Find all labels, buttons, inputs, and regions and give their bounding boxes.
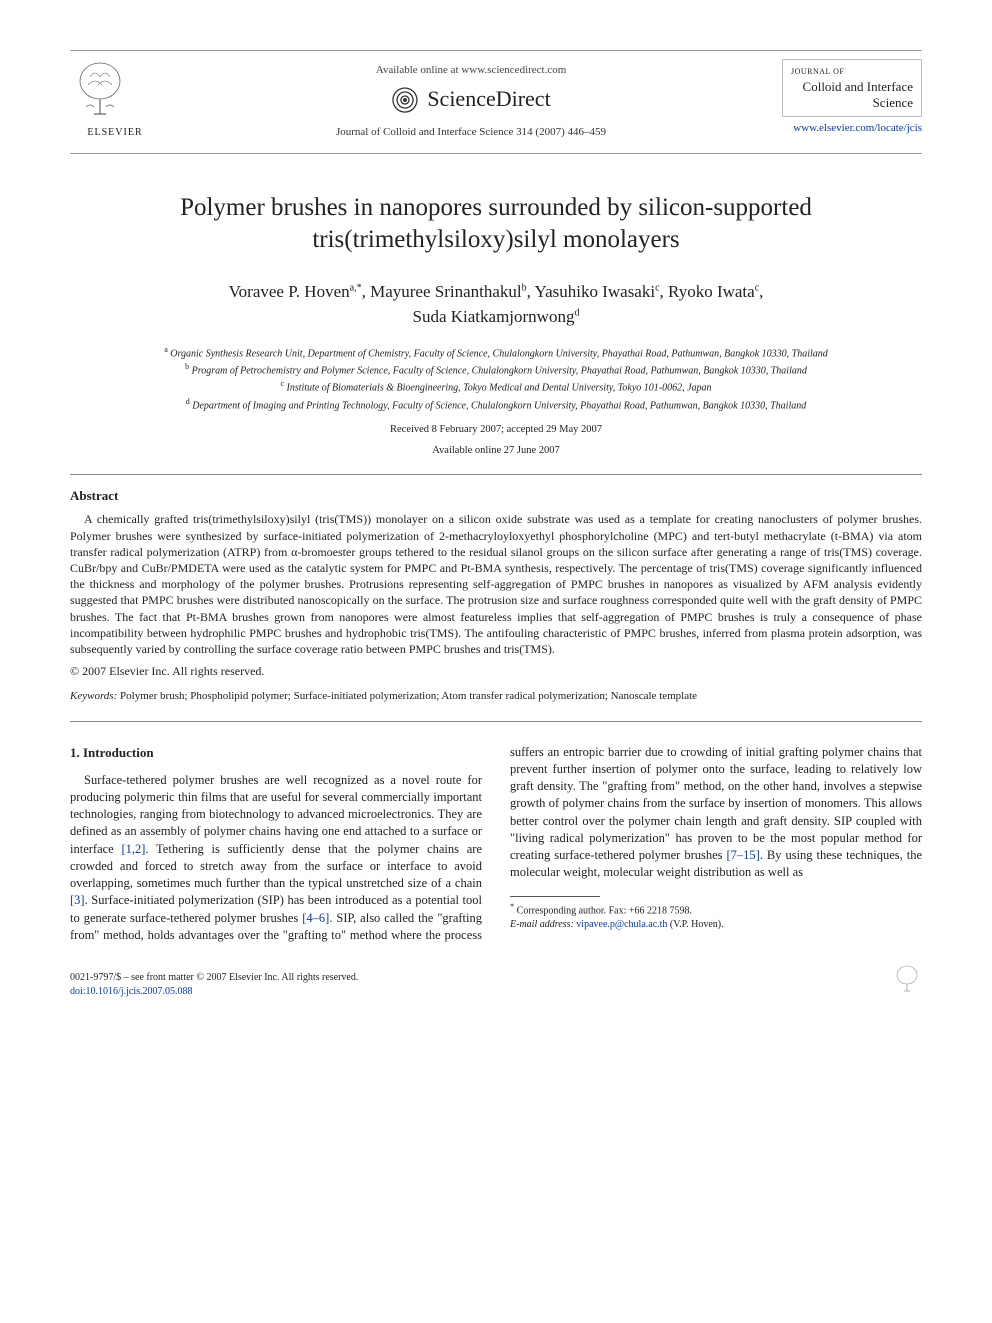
page-footer: 0021-9797/$ – see front matter © 2007 El… [70, 964, 922, 999]
author-email-link[interactable]: vipavee.p@chula.ac.th [576, 919, 667, 930]
footer-left: 0021-9797/$ – see front matter © 2007 El… [70, 971, 358, 999]
journal-box-title: Colloid and Interface Science [791, 79, 913, 110]
author-sup: c [655, 282, 659, 293]
author-list: Voravee P. Hovena,*, Mayuree Srinanthaku… [70, 279, 922, 330]
keywords-text: Polymer brush; Phospholipid polymer; Sur… [117, 690, 697, 702]
journal-reference: Journal of Colloid and Interface Science… [160, 125, 782, 140]
elsevier-label: ELSEVIER [70, 126, 160, 140]
corresponding-author-footnote: * Corresponding author. Fax: +66 2218 75… [510, 901, 922, 932]
header-center: Available online at www.sciencedirect.co… [160, 59, 782, 141]
author-sup: b [522, 282, 527, 293]
affiliation: Institute of Biomaterials & Bioengineeri… [287, 383, 712, 394]
author: Voravee P. Hoven [229, 282, 350, 301]
article-title: Polymer brushes in nanopores surrounded … [70, 192, 922, 257]
section-heading: 1. Introduction [70, 744, 482, 762]
author: Yasuhiko Iwasaki [535, 282, 656, 301]
journal-header: ELSEVIER Available online at www.science… [70, 50, 922, 154]
affiliations: a Organic Synthesis Research Unit, Depar… [70, 344, 922, 413]
available-online-text: Available online at www.sciencedirect.co… [160, 63, 782, 78]
footnote-separator [510, 896, 600, 897]
abstract-body: A chemically grafted tris(trimethylsilox… [70, 511, 922, 657]
citation-link[interactable]: [7–15] [726, 848, 759, 862]
keywords-line: Keywords: Polymer brush; Phospholipid po… [70, 689, 922, 704]
author-sup: c [755, 282, 759, 293]
elsevier-tree-icon [892, 964, 922, 994]
citation-link[interactable]: [1,2] [121, 842, 145, 856]
affiliation: Program of Petrochemistry and Polymer Sc… [192, 365, 807, 376]
abstract-heading: Abstract [70, 487, 922, 505]
author-sup: d [574, 307, 579, 318]
divider [70, 721, 922, 722]
author: Suda Kiatkamjornwong [413, 307, 575, 326]
email-label: E-mail address: [510, 919, 574, 930]
sciencedirect-logo: ScienceDirect [391, 84, 550, 115]
author: Ryoko Iwata [668, 282, 755, 301]
sciencedirect-text: ScienceDirect [427, 84, 550, 115]
citation-link[interactable]: [4–6] [302, 911, 329, 925]
abstract-section: Abstract A chemically grafted tris(trime… [70, 487, 922, 679]
footnote-text: Corresponding author. Fax: +66 2218 7598… [517, 905, 692, 916]
affiliation: Organic Synthesis Research Unit, Departm… [170, 348, 828, 359]
journal-box-small: JOURNAL OF [791, 66, 913, 77]
journal-cover-box-wrap: JOURNAL OF Colloid and Interface Science… [782, 59, 922, 137]
author-sup: a,* [350, 282, 362, 293]
affiliation: Department of Imaging and Printing Techn… [192, 400, 806, 411]
journal-cover-box: JOURNAL OF Colloid and Interface Science [782, 59, 922, 117]
citation-link[interactable]: [3] [70, 893, 85, 907]
elsevier-logo: ELSEVIER [70, 59, 160, 140]
journal-homepage-link[interactable]: www.elsevier.com/locate/jcis [793, 122, 922, 134]
article-body: 1. Introduction Surface-tethered polymer… [70, 744, 922, 944]
sciencedirect-swirl-icon [391, 86, 419, 114]
received-date: Received 8 February 2007; accepted 29 Ma… [70, 423, 922, 438]
author: Mayuree Srinanthakul [370, 282, 522, 301]
divider [70, 474, 922, 475]
abstract-copyright: © 2007 Elsevier Inc. All rights reserved… [70, 663, 922, 679]
doi-link[interactable]: doi:10.1016/j.jcis.2007.05.088 [70, 986, 193, 997]
front-matter-line: 0021-9797/$ – see front matter © 2007 El… [70, 971, 358, 985]
elsevier-tree-icon [70, 59, 130, 119]
elsevier-mini-logo [892, 964, 922, 999]
email-tail: (V.P. Hoven). [667, 919, 723, 930]
keywords-label: Keywords: [70, 690, 117, 702]
available-date: Available online 27 June 2007 [70, 444, 922, 459]
